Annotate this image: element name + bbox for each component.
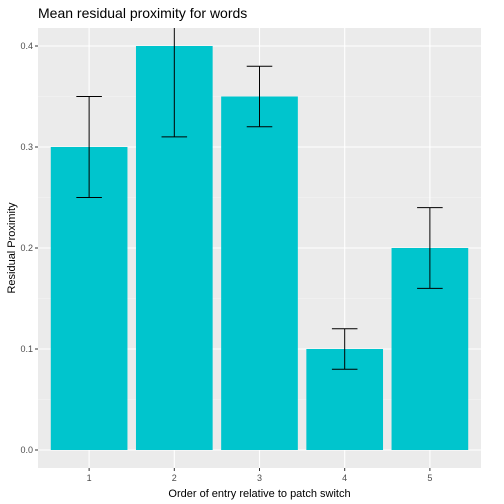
y-axis: 0.0 0.1 0.2 0.3 0.4 xyxy=(20,41,38,455)
x-tick-label: 1 xyxy=(87,473,92,483)
x-tick-label: 5 xyxy=(427,473,432,483)
y-tick-label: 0.2 xyxy=(20,243,33,253)
error-bar-1 xyxy=(76,96,102,198)
bar-3 xyxy=(221,96,298,450)
y-tick-label: 0.3 xyxy=(20,142,33,152)
x-axis: 1 2 3 4 5 xyxy=(87,468,432,483)
error-bars xyxy=(76,28,443,370)
x-tick-label: 4 xyxy=(342,473,347,483)
x-axis-title: Order of entry relative to patch switch xyxy=(168,488,350,500)
y-tick-label: 0.4 xyxy=(20,41,33,51)
error-bar-3 xyxy=(246,65,273,128)
y-tick-label: 0.0 xyxy=(20,445,33,455)
x-tick-label: 2 xyxy=(172,473,177,483)
error-bar-4 xyxy=(331,328,358,370)
y-tick-label: 0.1 xyxy=(20,344,33,354)
y-axis-title: Residual Proximity xyxy=(6,202,18,294)
error-bar-2 xyxy=(161,28,188,138)
error-bar-5 xyxy=(417,207,443,289)
x-tick-label: 3 xyxy=(257,473,262,483)
chart-title: Mean residual proximity for words xyxy=(38,5,247,21)
